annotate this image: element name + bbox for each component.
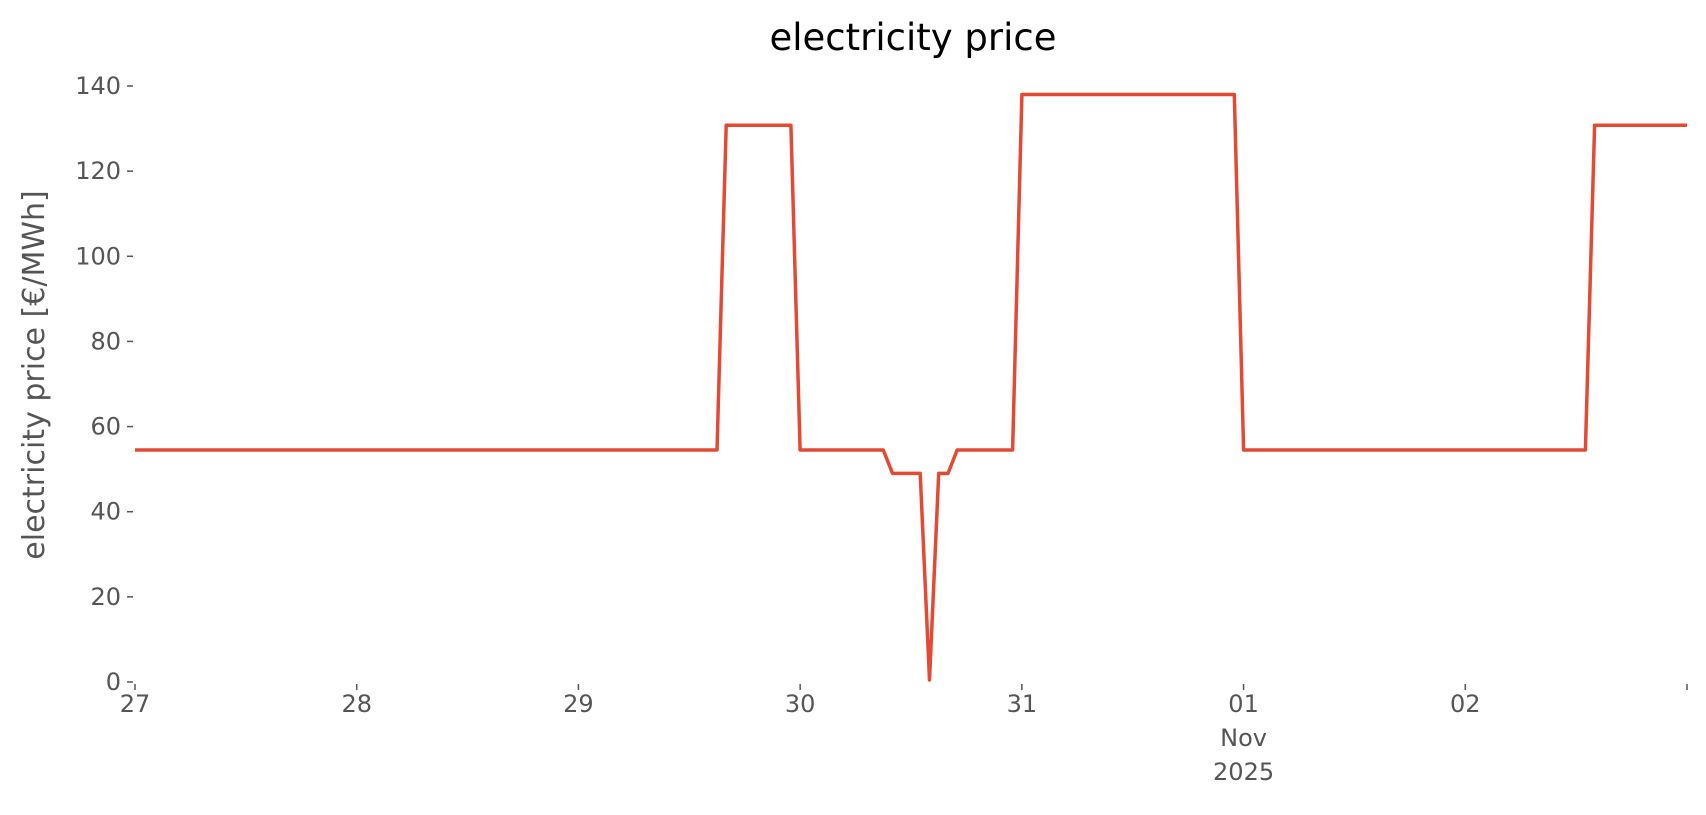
x-tick-label: 02 [1450, 690, 1481, 718]
x-tick-label: 31 [1007, 690, 1038, 718]
y-axis-label: electricity price [€/MWh] [17, 190, 52, 559]
x-tick-label: 28 [341, 690, 372, 718]
x-tick-label: 27 [120, 690, 151, 718]
x-axis-ticks: 27 28 29 30 31 01 Nov 2025 02 [120, 684, 1688, 786]
series-line-0 [135, 92, 1687, 682]
x-tick-label: Nov [1220, 724, 1267, 752]
y-tick-label: 100 [75, 242, 121, 270]
y-tick-label: 120 [75, 157, 121, 185]
x-tick-label: 29 [563, 690, 594, 718]
x-tick-label: 2025 [1213, 758, 1274, 786]
plot-area [135, 92, 1687, 682]
y-tick-label: 40 [90, 498, 121, 526]
y-tick-label: 0 [106, 668, 121, 696]
x-tick-label: 01 [1228, 690, 1259, 718]
y-tick-label: 140 [75, 72, 121, 100]
y-axis-ticks: 0 20 40 60 80 100 120 140 [75, 72, 133, 696]
y-tick-label: 60 [90, 413, 121, 441]
x-tick-label: 30 [785, 690, 816, 718]
y-tick-label: 20 [90, 583, 121, 611]
chart-title: electricity price [769, 16, 1056, 59]
y-tick-label: 80 [90, 327, 121, 355]
